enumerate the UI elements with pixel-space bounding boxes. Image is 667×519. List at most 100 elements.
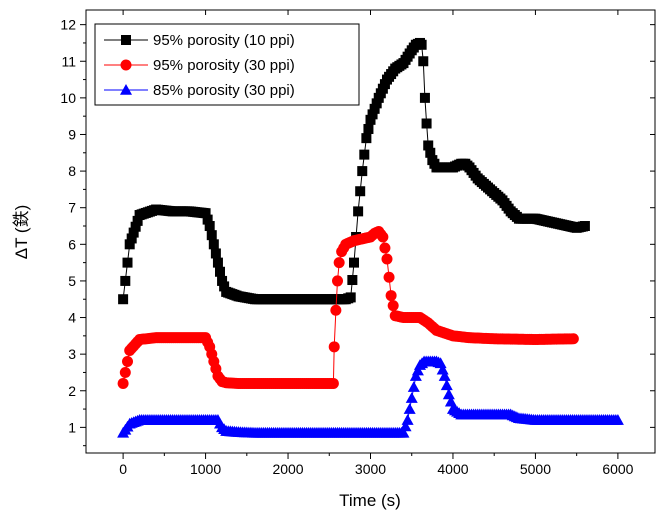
- data-point: [119, 366, 131, 378]
- legend-marker: [120, 84, 132, 95]
- data-point: [397, 426, 410, 438]
- data-point: [327, 377, 339, 389]
- data-point: [130, 221, 141, 232]
- y-tick-label: 2: [68, 383, 76, 399]
- data-point: [132, 215, 143, 226]
- data-point: [425, 147, 436, 158]
- data-point: [215, 266, 226, 277]
- y-tick-label: 3: [68, 346, 76, 362]
- x-axis-label: Time (s): [339, 491, 401, 510]
- data-point: [345, 292, 356, 303]
- data-point: [403, 403, 416, 414]
- data-point: [217, 275, 228, 286]
- data-point: [347, 275, 358, 286]
- data-point: [405, 392, 418, 403]
- data-point: [353, 206, 364, 217]
- data-point: [369, 103, 380, 114]
- data-point: [421, 118, 432, 129]
- data-point: [416, 39, 427, 50]
- legend: 95% porosity (10 ppi) 95% porosity (30 pp…: [94, 23, 360, 106]
- series-2: [117, 226, 579, 389]
- data-point: [204, 221, 215, 232]
- data-point: [579, 221, 590, 232]
- data-point: [206, 230, 217, 241]
- data-point: [332, 275, 344, 287]
- data-point: [117, 377, 129, 389]
- data-point: [210, 248, 221, 259]
- data-point: [202, 214, 213, 225]
- x-tick-label: 0: [119, 461, 127, 477]
- data-point: [122, 257, 133, 268]
- data-point: [371, 98, 382, 109]
- data-point: [379, 242, 391, 254]
- y-axis-label: ΔT (鉄): [12, 205, 31, 259]
- y-tick-label: 11: [61, 53, 76, 69]
- y-tick-label: 10: [60, 90, 76, 106]
- data-point: [363, 123, 374, 134]
- x-tick-label: 6000: [602, 461, 633, 477]
- legend-marker: [121, 35, 131, 45]
- data-point: [333, 257, 345, 269]
- data-point: [361, 133, 372, 144]
- data-point: [128, 227, 139, 238]
- data-point: [409, 370, 422, 381]
- x-tick-label: 2000: [272, 461, 303, 477]
- data-point: [118, 294, 129, 305]
- data-point: [407, 381, 420, 392]
- data-point: [442, 388, 455, 400]
- data-point: [365, 114, 376, 125]
- data-point: [367, 109, 378, 120]
- y-tick-label: 6: [68, 236, 76, 252]
- data-point: [411, 364, 424, 376]
- y-tick-label: 12: [60, 17, 76, 33]
- legend-label: 95% porosity (30 ppi): [153, 57, 295, 74]
- data-point: [212, 257, 223, 268]
- data-point: [385, 290, 397, 302]
- legend-label: 95% porosity (10 ppi): [153, 32, 295, 49]
- data-point: [438, 370, 451, 381]
- data-point: [444, 395, 457, 407]
- series-layer: [117, 37, 624, 438]
- x-tick-label: 3000: [355, 461, 386, 477]
- y-tick-label: 4: [68, 310, 76, 326]
- data-point: [440, 379, 453, 391]
- data-point: [208, 239, 219, 250]
- data-point: [418, 56, 429, 67]
- data-point: [355, 186, 366, 197]
- data-point: [124, 239, 135, 250]
- data-point: [399, 420, 412, 432]
- y-tick-label: 7: [68, 200, 76, 216]
- y-tick-label: 9: [68, 126, 76, 142]
- series-3: [117, 355, 624, 438]
- x-tick-label: 5000: [520, 461, 551, 477]
- data-point: [377, 231, 389, 243]
- data-point: [126, 233, 137, 244]
- data-point: [567, 333, 579, 345]
- legend-label: 85% porosity (30 ppi): [153, 82, 295, 99]
- data-point: [357, 166, 368, 177]
- y-tick-label: 5: [68, 273, 76, 289]
- y-tick-label: 8: [68, 163, 76, 179]
- data-point: [383, 271, 395, 283]
- series-line: [122, 230, 574, 384]
- data-point: [200, 208, 211, 219]
- data-point: [330, 304, 342, 316]
- data-point: [419, 92, 430, 103]
- data-point: [120, 275, 131, 286]
- data-point: [401, 414, 414, 425]
- data-point: [349, 257, 360, 268]
- data-point: [219, 281, 230, 292]
- data-point: [381, 253, 393, 265]
- data-point: [611, 414, 624, 425]
- data-point: [387, 300, 399, 312]
- data-point: [328, 341, 340, 353]
- y-tick-label: 1: [68, 419, 76, 435]
- data-point: [122, 355, 134, 367]
- legend-marker: [120, 59, 132, 71]
- x-tick-label: 1000: [190, 461, 221, 477]
- data-point: [423, 140, 434, 151]
- x-tick-label: 4000: [437, 461, 468, 477]
- data-point: [359, 149, 370, 160]
